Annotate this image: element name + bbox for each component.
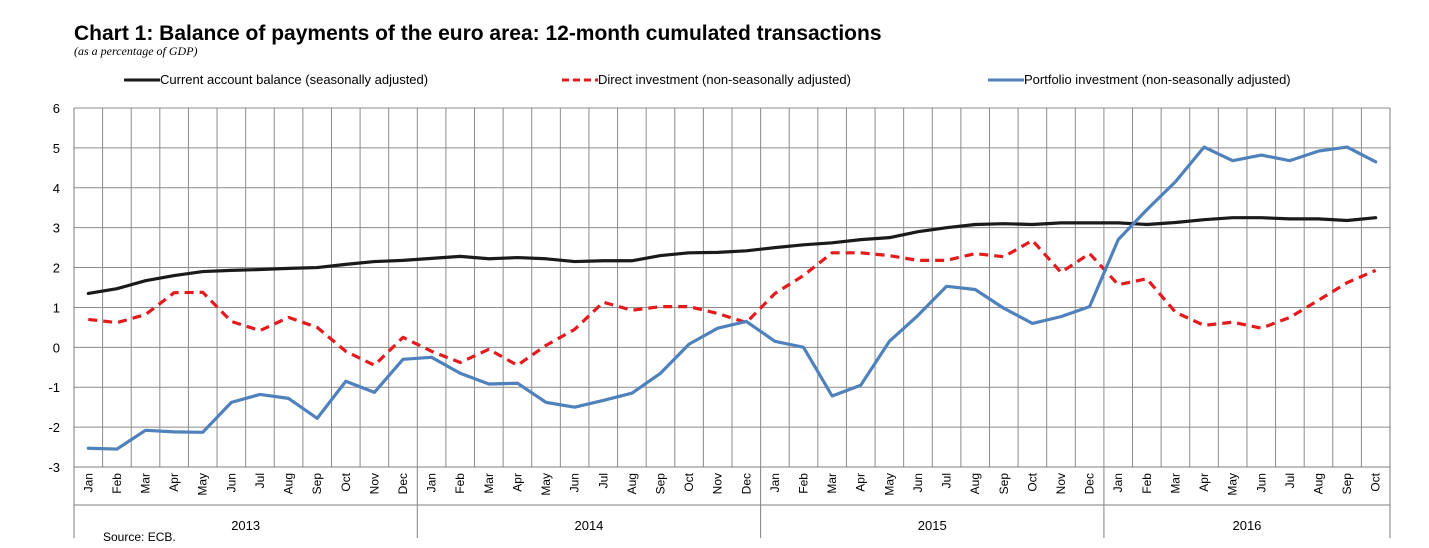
- month-label: Oct: [682, 472, 696, 491]
- month-label: Feb: [110, 473, 124, 494]
- month-label: May: [1226, 473, 1240, 496]
- month-label: Oct: [339, 472, 353, 491]
- y-tick-label: 1: [53, 300, 60, 315]
- month-label: Jan: [768, 473, 782, 492]
- y-tick-label: 5: [53, 141, 60, 156]
- legend-label-portfolio-investment: Portfolio investment (non-seasonally adj…: [1024, 72, 1291, 87]
- month-label: Apr: [510, 473, 524, 492]
- month-label: Mar: [825, 473, 839, 494]
- month-label: Jan: [1111, 473, 1125, 492]
- y-tick-label: -1: [48, 380, 60, 395]
- year-label: 2016: [1232, 518, 1261, 533]
- legend-swatch-current-account: [124, 78, 160, 82]
- month-label: Dec: [396, 473, 410, 494]
- month-label: Aug: [1311, 473, 1325, 494]
- month-label: Jul: [1283, 473, 1297, 488]
- y-tick-label: -2: [48, 420, 60, 435]
- month-label: Feb: [453, 473, 467, 494]
- chart-source: Source: ECB.: [103, 530, 176, 544]
- month-label: Aug: [282, 473, 296, 494]
- legend-swatch-direct-investment: [562, 78, 598, 82]
- month-label: Mar: [1168, 473, 1182, 494]
- y-tick-label: -3: [48, 460, 60, 475]
- month-label: May: [882, 473, 896, 496]
- axis-layer: [73, 108, 1391, 538]
- month-label: Apr: [167, 473, 181, 492]
- series-line-2: [86, 145, 1378, 451]
- month-label: Feb: [797, 473, 811, 494]
- month-label: Dec: [739, 473, 753, 494]
- legend-label-direct-investment: Direct investment (non-seasonally adjust…: [598, 72, 851, 87]
- month-label: Jun: [568, 473, 582, 492]
- month-label: Jul: [253, 473, 267, 488]
- chart-title: Chart 1: Balance of payments of the euro…: [74, 22, 882, 45]
- label-layer: -3 -2 -1 0 1 2 3 4 5 6 Jan Feb Mar Apr May Jun Jul Aug Sep…: [48, 101, 1382, 533]
- month-label: Sep: [310, 473, 324, 495]
- year-label: 2014: [574, 518, 603, 533]
- series-line-0: [86, 216, 1378, 296]
- month-label: Sep: [653, 473, 667, 495]
- year-label: 2015: [918, 518, 947, 533]
- month-label: Jul: [940, 473, 954, 488]
- y-tick-label: 0: [53, 340, 60, 355]
- month-label: Oct: [1369, 472, 1383, 491]
- chart-subtitle: (as a percentage of GDP): [74, 44, 198, 58]
- month-label: Sep: [997, 473, 1011, 495]
- month-label: Aug: [968, 473, 982, 494]
- y-tick-label: 3: [53, 221, 60, 236]
- month-label: Jul: [596, 473, 610, 488]
- month-label: Jan: [425, 473, 439, 492]
- legend-label-current-account: Current account balance (seasonally adju…: [160, 72, 429, 87]
- y-tick-label: 6: [53, 101, 60, 116]
- month-label: May: [539, 473, 553, 496]
- year-label: 2013: [231, 518, 260, 533]
- month-label: Mar: [139, 473, 153, 494]
- month-label: Jan: [81, 473, 95, 492]
- month-label: Jun: [911, 473, 925, 492]
- month-label: Mar: [482, 473, 496, 494]
- month-label: Dec: [1083, 473, 1097, 494]
- month-label: Oct: [1025, 472, 1039, 491]
- series-layer: [86, 145, 1378, 451]
- series-line-1: [88, 238, 1377, 367]
- month-label: Nov: [711, 473, 725, 494]
- month-label: Nov: [367, 473, 381, 494]
- month-label: May: [196, 473, 210, 496]
- y-tick-label: 4: [53, 181, 60, 196]
- y-tick-label: 2: [53, 261, 60, 276]
- month-label: Feb: [1140, 473, 1154, 494]
- month-label: Jun: [1254, 473, 1268, 492]
- legend-swatch-portfolio-investment: [988, 78, 1024, 82]
- month-label: Apr: [1197, 473, 1211, 492]
- month-label: Sep: [1340, 473, 1354, 495]
- month-label: Aug: [625, 473, 639, 494]
- month-label: Nov: [1054, 473, 1068, 494]
- month-label: Apr: [854, 473, 868, 492]
- month-label: Jun: [224, 473, 238, 492]
